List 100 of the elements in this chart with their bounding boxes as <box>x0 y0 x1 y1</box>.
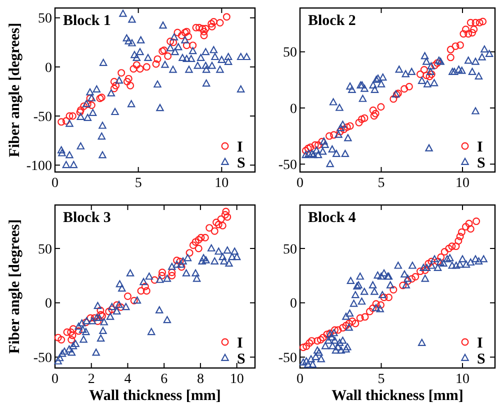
point <box>179 257 187 264</box>
point <box>472 58 480 65</box>
point <box>452 242 460 250</box>
point <box>198 24 206 32</box>
point <box>456 232 464 240</box>
y-tick-label: -100 <box>26 159 52 174</box>
point <box>200 254 208 262</box>
point <box>140 278 148 286</box>
point <box>326 132 333 140</box>
point <box>176 258 184 266</box>
point <box>424 260 432 268</box>
point <box>176 260 185 268</box>
point <box>318 148 327 155</box>
point <box>306 144 314 152</box>
point <box>92 348 100 356</box>
point <box>370 86 379 93</box>
point <box>445 244 453 252</box>
point <box>94 318 102 326</box>
point <box>117 303 125 311</box>
point <box>420 52 429 60</box>
point <box>95 314 104 321</box>
point <box>336 104 344 111</box>
point <box>123 78 131 86</box>
point <box>221 211 229 219</box>
point <box>152 60 160 68</box>
legend-label: I <box>237 335 243 352</box>
point <box>68 336 76 344</box>
point <box>80 102 88 110</box>
legend-label: S <box>477 155 486 172</box>
point <box>200 28 208 36</box>
point <box>99 326 107 334</box>
point <box>154 55 162 63</box>
point <box>192 269 200 276</box>
point <box>182 42 190 50</box>
point <box>184 254 192 262</box>
point <box>222 13 230 21</box>
point <box>408 68 416 75</box>
point <box>132 61 140 69</box>
point <box>94 302 102 310</box>
point <box>168 262 176 270</box>
point <box>112 307 121 314</box>
point <box>168 268 176 276</box>
point <box>312 146 320 154</box>
point <box>158 268 166 276</box>
point <box>118 69 126 77</box>
point <box>150 276 158 284</box>
point <box>126 82 134 90</box>
point <box>192 274 201 282</box>
point <box>308 337 316 345</box>
point <box>173 256 181 264</box>
point <box>118 284 126 292</box>
point <box>62 117 70 125</box>
point <box>472 218 480 226</box>
point <box>69 325 77 333</box>
x-tick-label: 5 <box>378 176 385 191</box>
point <box>377 103 385 111</box>
point <box>141 282 149 290</box>
point <box>321 140 329 148</box>
point <box>142 287 150 295</box>
point <box>329 98 338 106</box>
point <box>189 42 197 50</box>
point <box>201 234 209 242</box>
point <box>145 272 154 280</box>
point <box>369 81 377 88</box>
y-tick-label: -50 <box>33 110 52 125</box>
point <box>448 242 456 250</box>
point <box>314 151 322 158</box>
x-axis-title: Wall thickness [mm] <box>332 388 464 404</box>
point <box>96 306 104 314</box>
point <box>178 263 186 271</box>
point <box>464 56 472 64</box>
point <box>465 220 473 228</box>
point <box>399 282 407 290</box>
y-tick-label: 0 <box>45 60 52 76</box>
point <box>343 123 351 131</box>
point <box>437 253 445 261</box>
point <box>82 328 90 336</box>
point <box>480 45 488 53</box>
point <box>341 150 350 157</box>
x-tick-label: 2 <box>88 372 95 387</box>
point <box>314 337 322 345</box>
point <box>446 54 454 62</box>
point <box>222 208 230 216</box>
point <box>302 342 310 350</box>
point <box>330 131 338 139</box>
point <box>340 126 348 134</box>
point <box>485 50 494 58</box>
point <box>323 330 331 338</box>
point <box>472 18 480 26</box>
point <box>402 70 410 78</box>
point <box>225 260 233 267</box>
point <box>377 301 385 309</box>
point <box>60 348 68 355</box>
point <box>63 328 71 336</box>
point <box>198 257 206 264</box>
point <box>164 52 172 60</box>
point <box>408 275 416 283</box>
point <box>344 134 352 142</box>
point <box>68 348 76 356</box>
point <box>466 18 474 26</box>
